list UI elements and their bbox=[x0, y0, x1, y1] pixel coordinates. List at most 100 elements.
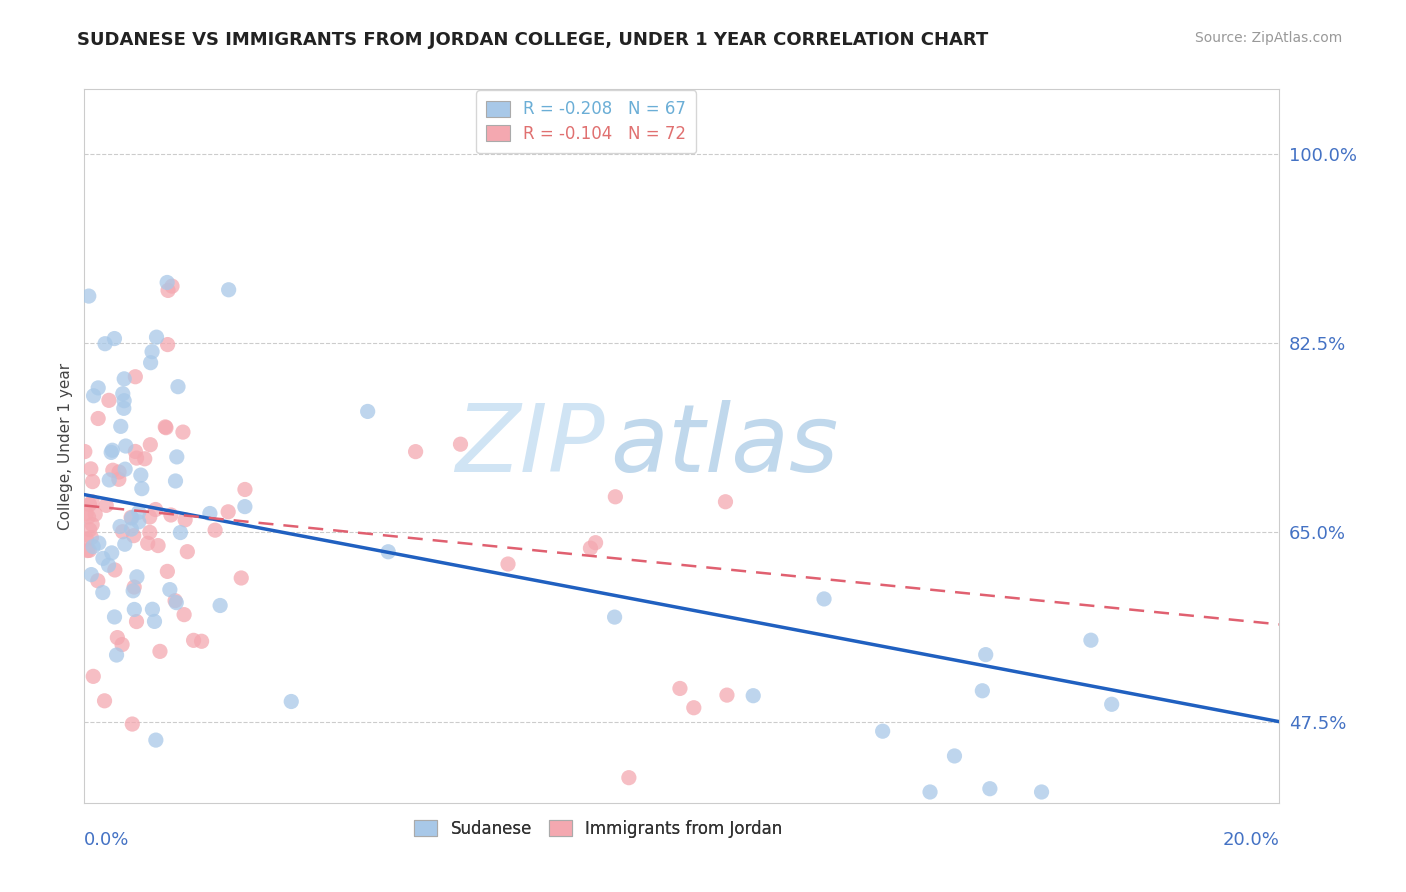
Point bbox=[111, 386, 134, 401]
Point bbox=[98, 473, 121, 487]
Point bbox=[110, 419, 132, 434]
Point bbox=[105, 648, 128, 662]
Point bbox=[174, 513, 197, 527]
Point bbox=[82, 475, 104, 489]
Point bbox=[100, 546, 122, 560]
Point bbox=[128, 515, 150, 529]
Point bbox=[128, 505, 150, 519]
Point bbox=[111, 524, 134, 539]
Point bbox=[84, 507, 107, 521]
Point bbox=[605, 490, 627, 504]
Point bbox=[124, 369, 146, 384]
Point bbox=[450, 437, 472, 451]
Text: atlas: atlas bbox=[610, 401, 838, 491]
Point bbox=[157, 284, 180, 298]
Point bbox=[77, 509, 100, 524]
Point bbox=[120, 522, 142, 536]
Point bbox=[77, 289, 100, 303]
Point bbox=[165, 474, 187, 488]
Point bbox=[139, 356, 162, 370]
Point bbox=[357, 404, 380, 418]
Point bbox=[82, 669, 104, 683]
Point bbox=[103, 610, 125, 624]
Point bbox=[75, 507, 97, 521]
Point bbox=[104, 563, 127, 577]
Point bbox=[218, 283, 240, 297]
Point bbox=[87, 411, 110, 425]
Point bbox=[122, 529, 145, 543]
Point bbox=[974, 648, 997, 662]
Point bbox=[149, 644, 172, 658]
Point bbox=[155, 420, 177, 434]
Point bbox=[87, 574, 110, 588]
Point bbox=[108, 472, 131, 486]
Point bbox=[82, 495, 104, 509]
Point bbox=[233, 500, 256, 514]
Point bbox=[114, 439, 136, 453]
Point bbox=[496, 557, 519, 571]
Point bbox=[138, 510, 160, 524]
Point bbox=[160, 279, 183, 293]
Point bbox=[129, 468, 152, 483]
Point bbox=[97, 393, 120, 408]
Point bbox=[82, 517, 104, 532]
Point bbox=[112, 372, 135, 386]
Point bbox=[233, 483, 256, 497]
Point bbox=[122, 580, 145, 594]
Point bbox=[105, 631, 128, 645]
Point bbox=[101, 443, 124, 458]
Point bbox=[120, 510, 142, 524]
Point bbox=[79, 543, 101, 558]
Point bbox=[231, 571, 253, 585]
Point bbox=[742, 689, 765, 703]
Point bbox=[96, 499, 118, 513]
Point bbox=[83, 389, 105, 403]
Point bbox=[872, 724, 894, 739]
Point bbox=[122, 583, 145, 598]
Point bbox=[1080, 633, 1102, 648]
Point bbox=[204, 523, 226, 537]
Point bbox=[198, 507, 221, 521]
Point bbox=[114, 462, 136, 476]
Point bbox=[94, 336, 117, 351]
Point bbox=[377, 545, 399, 559]
Point bbox=[93, 694, 115, 708]
Point bbox=[108, 519, 131, 533]
Point bbox=[76, 543, 98, 558]
Point bbox=[80, 567, 103, 582]
Point bbox=[108, 465, 131, 479]
Point bbox=[166, 450, 188, 464]
Point bbox=[146, 539, 169, 553]
Point bbox=[141, 602, 163, 616]
Point bbox=[405, 444, 427, 458]
Point bbox=[165, 593, 187, 607]
Point bbox=[716, 688, 738, 702]
Point bbox=[141, 344, 163, 359]
Point bbox=[617, 771, 640, 785]
Point bbox=[80, 462, 103, 476]
Point bbox=[136, 536, 159, 550]
Text: ZIP: ZIP bbox=[454, 401, 605, 491]
Text: 0.0%: 0.0% bbox=[84, 831, 129, 849]
Point bbox=[87, 536, 110, 550]
Point bbox=[145, 330, 167, 344]
Point bbox=[918, 785, 941, 799]
Text: 20.0%: 20.0% bbox=[1223, 831, 1279, 849]
Point bbox=[156, 565, 179, 579]
Point bbox=[124, 602, 146, 616]
Point bbox=[100, 445, 122, 459]
Text: SUDANESE VS IMMIGRANTS FROM JORDAN COLLEGE, UNDER 1 YEAR CORRELATION CHART: SUDANESE VS IMMIGRANTS FROM JORDAN COLLE… bbox=[77, 31, 988, 49]
Point bbox=[165, 596, 187, 610]
Point bbox=[145, 733, 167, 747]
Point bbox=[209, 599, 232, 613]
Point bbox=[124, 444, 146, 458]
Point bbox=[1031, 785, 1053, 799]
Point bbox=[156, 337, 179, 351]
Point bbox=[112, 393, 135, 408]
Point bbox=[159, 582, 181, 597]
Point bbox=[125, 451, 148, 466]
Point bbox=[979, 781, 1001, 796]
Point bbox=[190, 634, 212, 648]
Point bbox=[87, 381, 110, 395]
Point bbox=[101, 463, 124, 477]
